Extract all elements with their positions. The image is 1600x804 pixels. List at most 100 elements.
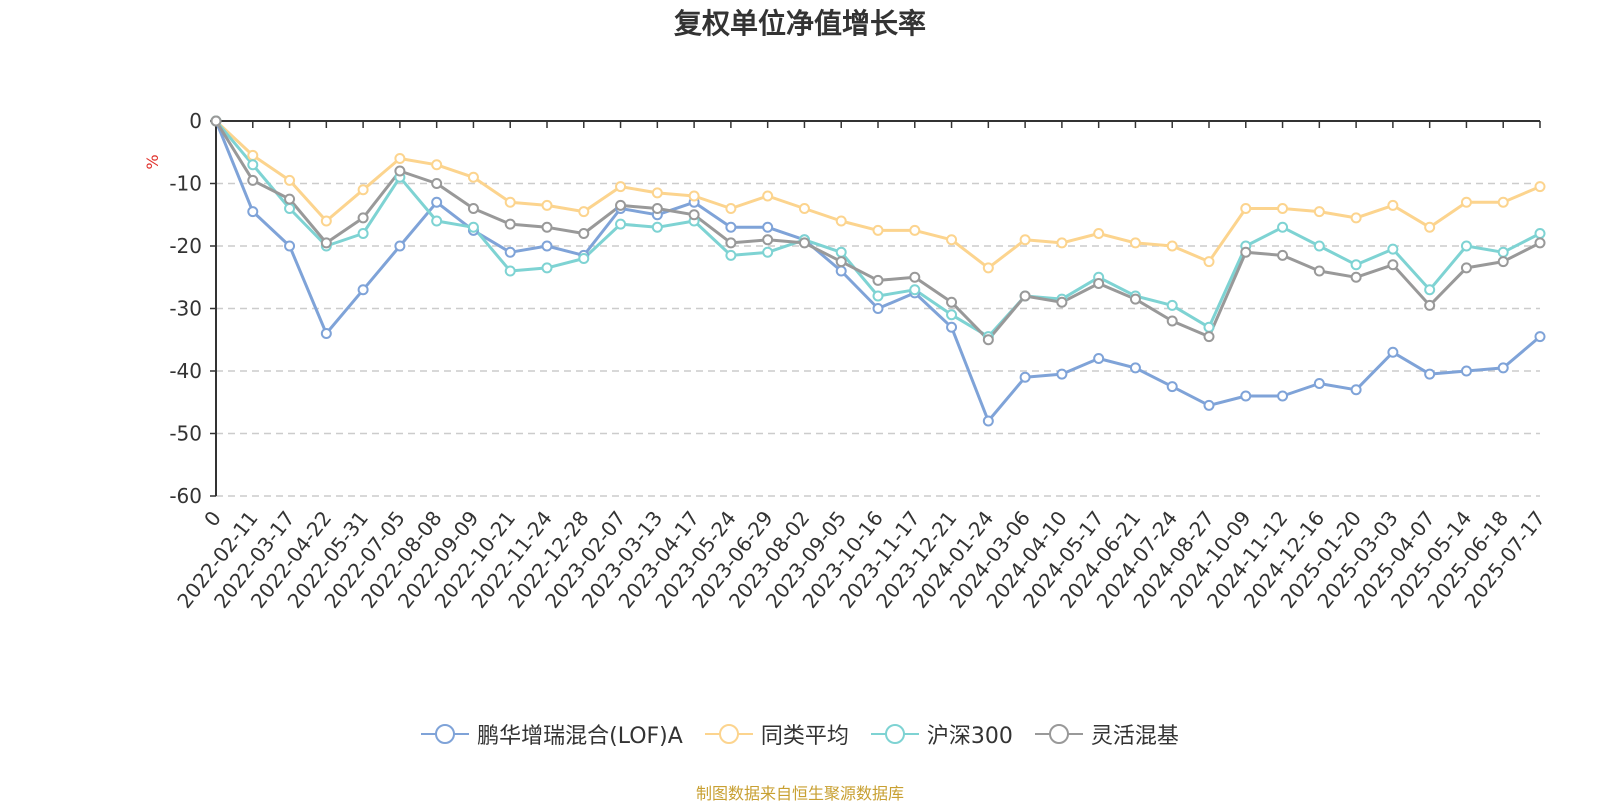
data-point[interactable] (872, 224, 884, 236)
data-point[interactable] (1424, 368, 1436, 380)
data-point[interactable] (578, 253, 590, 264)
data-point[interactable] (946, 234, 958, 246)
data-point[interactable] (1166, 240, 1178, 252)
legend-item-1[interactable]: 同类平均 (704, 718, 849, 750)
data-point[interactable] (835, 265, 847, 277)
data-point[interactable] (394, 165, 406, 177)
data-point[interactable] (467, 203, 479, 214)
data-point[interactable] (541, 262, 553, 274)
data-point[interactable] (320, 237, 332, 249)
data-point[interactable] (431, 215, 443, 227)
data-point[interactable] (1387, 243, 1399, 255)
data-point[interactable] (320, 215, 332, 227)
data-point[interactable] (982, 334, 994, 346)
data-point[interactable] (1424, 284, 1436, 296)
data-point[interactable] (1093, 228, 1105, 239)
data-point[interactable] (320, 328, 332, 339)
data-point[interactable] (909, 271, 921, 283)
data-point[interactable] (1019, 371, 1031, 383)
data-point[interactable] (1129, 237, 1141, 249)
data-point[interactable] (1534, 237, 1546, 249)
data-point[interactable] (1203, 399, 1215, 411)
data-point[interactable] (504, 265, 516, 277)
data-point[interactable] (1313, 378, 1325, 389)
legend-item-3[interactable]: 灵活混基 (1034, 718, 1179, 750)
data-point[interactable] (615, 199, 627, 211)
data-point[interactable] (762, 246, 774, 258)
data-point[interactable] (651, 187, 663, 199)
data-point[interactable] (1203, 321, 1215, 333)
data-point[interactable] (1277, 221, 1289, 233)
data-point[interactable] (1534, 181, 1546, 193)
data-point[interactable] (1350, 384, 1362, 396)
data-point[interactable] (1203, 331, 1215, 343)
data-point[interactable] (467, 171, 479, 183)
data-point[interactable] (982, 415, 994, 427)
legend-item-0[interactable]: 鹏华增瑞混合(LOF)A (421, 718, 683, 750)
data-point[interactable] (431, 159, 443, 171)
data-point[interactable] (835, 256, 847, 268)
data-point[interactable] (1093, 278, 1105, 289)
data-point[interactable] (210, 115, 222, 127)
data-point[interactable] (1277, 203, 1289, 214)
data-point[interactable] (725, 249, 737, 261)
data-point[interactable] (1166, 381, 1178, 393)
data-point[interactable] (357, 228, 369, 239)
data-point[interactable] (357, 284, 369, 296)
data-point[interactable] (467, 221, 479, 233)
data-point[interactable] (946, 296, 958, 308)
data-point[interactable] (1497, 256, 1509, 268)
data-point[interactable] (504, 218, 516, 230)
data-point[interactable] (504, 196, 516, 208)
data-point[interactable] (688, 209, 700, 221)
data-point[interactable] (1166, 299, 1178, 311)
data-point[interactable] (1460, 262, 1472, 274)
data-point[interactable] (284, 240, 296, 252)
data-point[interactable] (394, 240, 406, 252)
data-point[interactable] (798, 237, 810, 249)
data-point[interactable] (1019, 290, 1031, 302)
data-point[interactable] (909, 224, 921, 236)
data-point[interactable] (946, 321, 958, 333)
data-point[interactable] (615, 218, 627, 230)
data-point[interactable] (578, 206, 590, 218)
legend-item-2[interactable]: 沪深300 (870, 718, 1013, 750)
data-point[interactable] (1497, 196, 1509, 208)
data-point[interactable] (1313, 206, 1325, 218)
data-point[interactable] (247, 174, 259, 186)
data-point[interactable] (1350, 271, 1362, 283)
data-point[interactable] (1387, 346, 1399, 358)
data-point[interactable] (394, 153, 406, 164)
data-point[interactable] (1460, 240, 1472, 252)
data-point[interactable] (247, 149, 259, 161)
data-point[interactable] (762, 221, 774, 233)
data-point[interactable] (1497, 362, 1509, 374)
data-point[interactable] (1240, 246, 1252, 258)
data-point[interactable] (541, 240, 553, 252)
data-point[interactable] (1387, 199, 1399, 211)
data-point[interactable] (1534, 228, 1546, 239)
data-point[interactable] (1350, 212, 1362, 224)
data-point[interactable] (1313, 265, 1325, 277)
data-point[interactable] (1056, 368, 1068, 380)
data-point[interactable] (247, 206, 259, 218)
data-point[interactable] (615, 181, 627, 193)
data-point[interactable] (651, 203, 663, 214)
data-point[interactable] (798, 203, 810, 214)
data-point[interactable] (541, 221, 553, 233)
data-point[interactable] (1277, 390, 1289, 402)
data-point[interactable] (247, 159, 259, 171)
data-point[interactable] (284, 193, 296, 205)
data-point[interactable] (1019, 234, 1031, 246)
data-point[interactable] (1460, 196, 1472, 208)
data-point[interactable] (1203, 256, 1215, 268)
data-point[interactable] (1313, 240, 1325, 252)
data-point[interactable] (1460, 365, 1472, 377)
data-point[interactable] (1166, 315, 1178, 327)
data-point[interactable] (872, 290, 884, 302)
data-point[interactable] (725, 203, 737, 214)
data-point[interactable] (1129, 293, 1141, 305)
data-point[interactable] (1534, 331, 1546, 343)
data-point[interactable] (946, 309, 958, 321)
data-point[interactable] (284, 174, 296, 186)
